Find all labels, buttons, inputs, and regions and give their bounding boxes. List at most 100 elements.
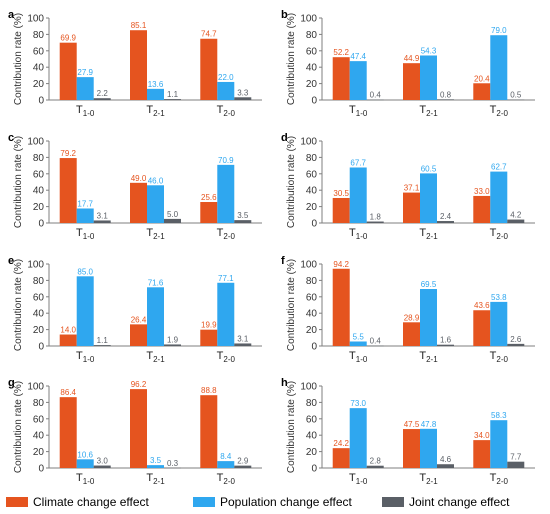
bar [490, 171, 508, 223]
x-tick-label: T1-0 [349, 350, 368, 364]
y-tick-label: 0 [311, 96, 317, 107]
x-tick-label: T2-1 [419, 227, 438, 241]
x-tick-label: T2-0 [217, 227, 236, 241]
legend-label: Climate change effect [33, 495, 150, 509]
data-label: 47.5 [404, 420, 420, 429]
data-label: 86.4 [60, 388, 76, 397]
data-label: 47.8 [421, 420, 437, 429]
data-label: 3.0 [97, 457, 109, 466]
bar [420, 428, 437, 468]
bar [164, 467, 181, 469]
data-label: 2.4 [440, 212, 452, 221]
y-axis-title: Contribution rate (%) [13, 13, 24, 105]
x-tick-label: T2-1 [146, 104, 165, 118]
y-tick-label: 0 [38, 464, 44, 475]
y-axis-title: Contribution rate (%) [286, 381, 297, 473]
bar [437, 99, 454, 100]
bar [234, 465, 252, 468]
data-label: 33.0 [474, 187, 490, 196]
data-label: 3.5 [237, 211, 249, 220]
legend: Climate change effect Population change e… [6, 495, 510, 509]
data-label: 0.3 [167, 459, 179, 468]
x-tick-label: T2-0 [217, 104, 236, 118]
data-label: 69.9 [60, 34, 76, 43]
data-label: 30.5 [333, 189, 349, 198]
y-tick-label: 60 [33, 414, 45, 425]
bar [234, 220, 252, 223]
y-tick-label: 40 [33, 431, 45, 442]
data-label: 52.2 [333, 48, 349, 57]
bar [332, 57, 350, 100]
y-tick-label: 0 [38, 219, 44, 230]
bar [200, 329, 218, 346]
data-label: 47.4 [350, 52, 366, 61]
x-tick-label: T2-0 [217, 472, 236, 486]
bar [130, 30, 147, 100]
data-label: 0.5 [510, 91, 522, 100]
y-tick-label: 80 [33, 153, 45, 164]
y-tick-label: 100 [300, 260, 317, 271]
panel-label: f [281, 255, 285, 267]
y-tick-label: 80 [306, 276, 318, 287]
y-tick-label: 80 [306, 398, 318, 409]
data-label: 13.6 [148, 80, 164, 89]
data-label: 74.7 [201, 30, 217, 39]
bar [349, 341, 367, 346]
data-label: 88.8 [201, 386, 217, 395]
y-tick-label: 40 [33, 63, 45, 74]
y-axis-title: Contribution rate (%) [286, 136, 297, 228]
bar [130, 389, 147, 468]
y-tick-label: 20 [306, 79, 318, 90]
x-tick-label: T2-0 [490, 350, 509, 364]
bar [147, 287, 164, 346]
bar [59, 158, 77, 223]
x-tick-label: T2-1 [146, 350, 165, 364]
bar [332, 448, 350, 468]
y-tick-label: 40 [306, 309, 318, 320]
bar [437, 344, 454, 346]
data-label: 46.0 [148, 176, 164, 185]
data-label: 71.6 [148, 278, 164, 287]
bar [59, 42, 77, 100]
bar [507, 99, 525, 101]
y-tick-label: 0 [38, 96, 44, 107]
data-label: 8.4 [220, 452, 232, 461]
data-label: 26.4 [131, 315, 147, 324]
panel-label: g [8, 377, 15, 389]
y-tick-label: 20 [33, 325, 45, 336]
data-label: 94.2 [333, 260, 349, 269]
data-label: 3.3 [237, 88, 249, 97]
x-tick-label: T1-0 [349, 227, 368, 241]
data-label: 7.7 [510, 453, 522, 462]
y-tick-label: 40 [306, 431, 318, 442]
x-tick-label: T1-0 [76, 472, 95, 486]
y-tick-label: 60 [33, 169, 45, 180]
x-tick-label: T1-0 [349, 472, 368, 486]
y-tick-label: 0 [311, 464, 317, 475]
data-label: 25.6 [201, 193, 217, 202]
bar [147, 88, 164, 100]
data-label: 2.9 [237, 457, 249, 466]
data-label: 53.8 [491, 293, 507, 302]
data-label: 44.9 [404, 54, 420, 63]
bar [349, 408, 367, 468]
bar [403, 322, 420, 346]
data-label: 43.6 [474, 301, 490, 310]
data-label: 85.1 [131, 21, 147, 30]
legend-swatch [382, 497, 404, 507]
data-label: 58.3 [491, 411, 507, 420]
data-label: 62.7 [491, 163, 507, 172]
x-tick-label: T1-0 [349, 104, 368, 118]
bar [130, 182, 147, 223]
panel-label: h [281, 377, 288, 389]
data-label: 2.2 [97, 89, 109, 98]
y-tick-label: 80 [33, 398, 45, 409]
x-tick-label: T2-0 [490, 227, 509, 241]
y-tick-label: 40 [306, 63, 318, 74]
bar [234, 97, 252, 100]
legend-swatch [193, 497, 215, 507]
data-label: 5.5 [353, 332, 365, 341]
